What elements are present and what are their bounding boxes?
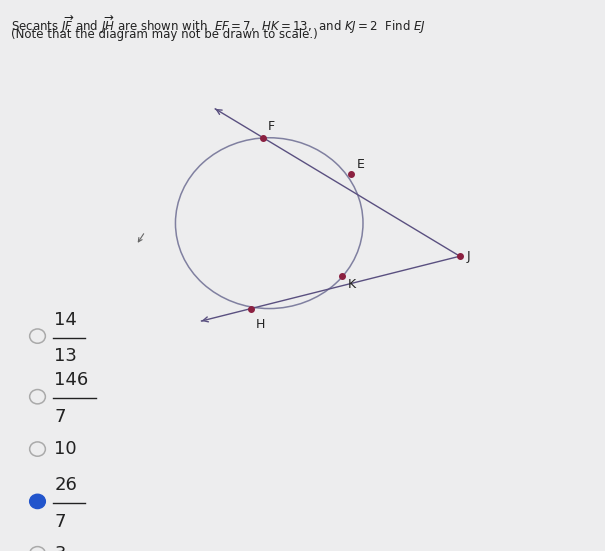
Text: J: J (467, 250, 471, 263)
Text: 13: 13 (54, 348, 77, 365)
Text: 14: 14 (54, 311, 77, 328)
Text: 3: 3 (54, 545, 66, 551)
Text: H: H (256, 318, 265, 332)
Text: 146: 146 (54, 371, 89, 389)
Text: 7: 7 (54, 408, 66, 426)
Text: F: F (268, 120, 275, 133)
Text: 10: 10 (54, 440, 77, 458)
Circle shape (30, 494, 45, 509)
Text: Secants $\overrightarrow{JF}$ and $\overrightarrow{JH}$ are shown with  $EF = 7$: Secants $\overrightarrow{JF}$ and $\over… (11, 14, 426, 36)
Text: 7: 7 (54, 513, 66, 531)
Text: E: E (357, 158, 365, 171)
Text: K: K (348, 278, 356, 291)
Text: 26: 26 (54, 476, 77, 494)
Text: (Note that the diagram may not be drawn to scale.): (Note that the diagram may not be drawn … (11, 28, 318, 41)
